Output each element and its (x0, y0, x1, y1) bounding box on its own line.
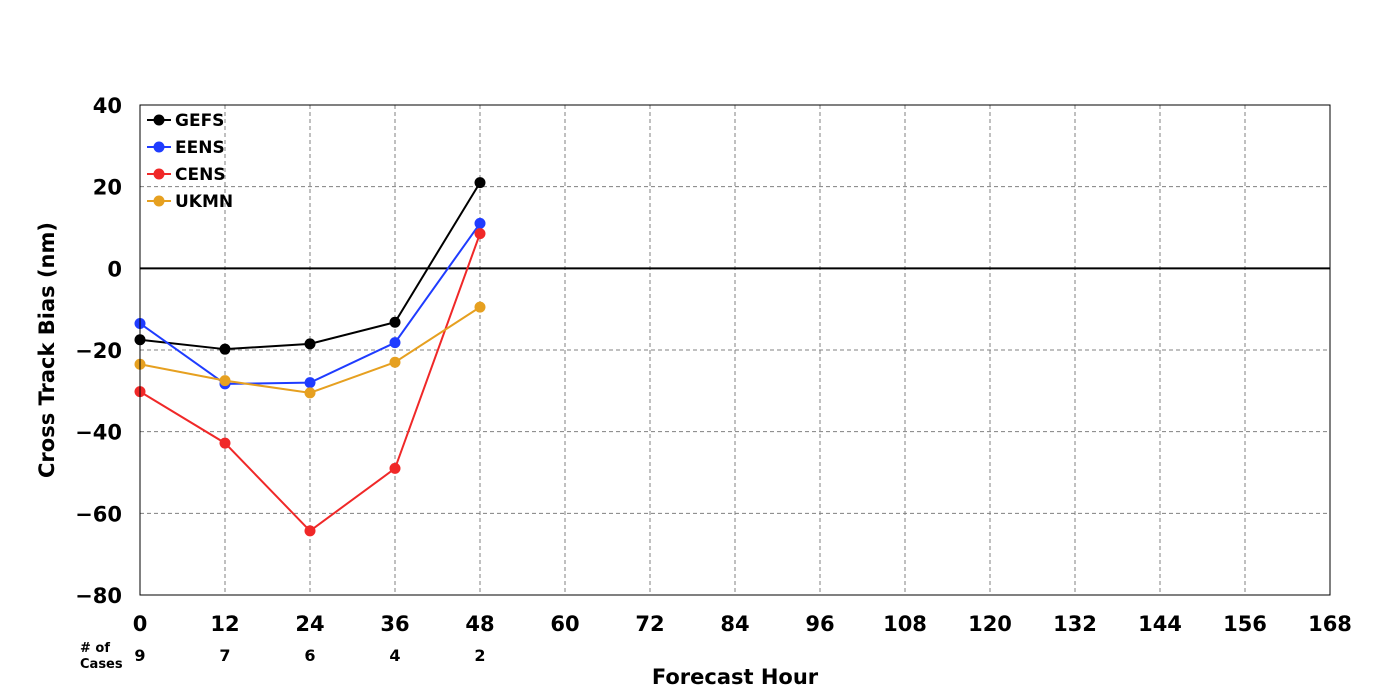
x-tick-label: 84 (720, 612, 749, 636)
data-point-gefs (304, 338, 316, 350)
x-tick-label: 120 (968, 612, 1012, 636)
legend-item-eens: EENS (147, 138, 225, 158)
x-tick-label: 60 (550, 612, 579, 636)
y-tick-label: −60 (75, 502, 122, 526)
legend-label-cens: CENS (175, 165, 226, 185)
y-tick-label: −20 (75, 339, 122, 363)
data-point-gefs (219, 343, 231, 355)
y-tick-label: −80 (75, 584, 122, 608)
plot-frame (139, 104, 1331, 596)
x-axis-label: Forecast Hour (652, 665, 819, 689)
x-tick-label: 24 (295, 612, 324, 636)
legend-marker-eens (153, 141, 165, 153)
case-count: 6 (304, 646, 315, 665)
x-tick-labels: 0 12 24 36 48 60 72 84 96 108 120 132 144 156 168 (133, 612, 1352, 636)
x-tick-label: 12 (210, 612, 239, 636)
case-count: 2 (474, 646, 485, 665)
series-layer (134, 177, 486, 537)
x-tick-label: 48 (465, 612, 494, 636)
legend-marker-ukmn (153, 195, 165, 207)
y-tick-labels: −80 −60 −40 −20 0 20 40 (75, 94, 122, 608)
y-tick-label: 20 (93, 176, 122, 200)
y-tick-label: −40 (75, 421, 122, 445)
x-tick-label: 108 (883, 612, 927, 636)
legend-item-ukmn: UKMN (147, 192, 233, 212)
cases-row: # of Cases 9 7 6 4 2 (80, 641, 486, 672)
legend-label-ukmn: UKMN (175, 192, 233, 212)
data-point-cens (389, 462, 401, 474)
x-tick-label: 36 (380, 612, 409, 636)
data-point-gefs (474, 177, 486, 189)
x-tick-label: 144 (1138, 612, 1182, 636)
x-tick-label: 168 (1308, 612, 1352, 636)
y-tick-label: 40 (93, 94, 122, 118)
case-count: 4 (389, 646, 400, 665)
y-axis-label: Cross Track Bias (nm) (35, 222, 59, 478)
cases-label-line-2: Cases (80, 657, 123, 672)
case-count: 7 (219, 646, 230, 665)
x-tick-label: 156 (1223, 612, 1267, 636)
legend-marker-gefs (153, 114, 165, 126)
legend-marker-cens (153, 168, 165, 180)
legend-label-eens: EENS (175, 138, 225, 158)
data-point-cens (219, 437, 231, 449)
grid-layer (140, 105, 1330, 595)
data-point-ukmn (389, 356, 401, 368)
x-tick-label: 72 (635, 612, 664, 636)
cases-label: # of Cases (80, 641, 123, 672)
data-point-eens (304, 377, 316, 389)
y-tick-label: 0 (107, 257, 122, 281)
legend: GEFS EENS CENS UKMN (147, 111, 233, 212)
legend-label-gefs: GEFS (175, 111, 224, 131)
data-point-cens (304, 525, 316, 537)
x-tick-label: 0 (133, 612, 148, 636)
data-point-eens (474, 217, 486, 229)
legend-item-gefs: GEFS (147, 111, 224, 131)
x-tick-label: 96 (805, 612, 834, 636)
cases-label-line-1: # of (80, 641, 110, 656)
data-point-ukmn (304, 387, 316, 399)
legend-item-cens: CENS (147, 165, 226, 185)
data-point-ukmn (219, 375, 231, 387)
data-point-gefs (389, 316, 401, 328)
series-cens (134, 228, 486, 537)
x-tick-label: 132 (1053, 612, 1097, 636)
data-point-ukmn (474, 301, 486, 313)
data-point-cens (474, 228, 486, 240)
series-ukmn (134, 301, 486, 399)
case-count: 9 (134, 646, 145, 665)
data-point-eens (389, 337, 401, 349)
